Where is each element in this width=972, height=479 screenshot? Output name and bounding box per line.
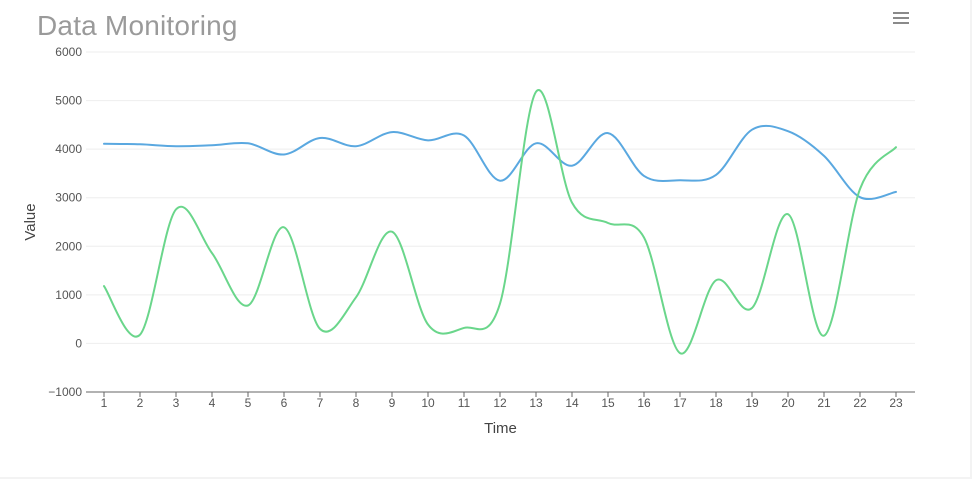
series-line-2	[103, 89, 897, 355]
y-tick-label: 2000	[55, 239, 82, 253]
x-tick-label: 18	[709, 396, 723, 410]
y-axis-ticks: −1000 0 1000 2000 3000 4000 5000 6000	[48, 45, 82, 399]
y-axis-title: Value	[22, 203, 39, 240]
x-tick-label: 8	[353, 396, 360, 410]
x-tick-label: 7	[317, 396, 324, 410]
y-tick-label: 4000	[55, 142, 82, 156]
x-tick-label: 22	[853, 396, 867, 410]
x-tick-label: 16	[637, 396, 651, 410]
x-tick-label: 23	[889, 396, 903, 410]
x-tick-label: 21	[817, 396, 831, 410]
y-tick-label: 1000	[55, 288, 82, 302]
grid-lines	[86, 51, 915, 393]
x-axis-title: Time	[484, 420, 517, 437]
x-tick-label: 5	[245, 396, 252, 410]
x-tick-label: 10	[421, 396, 435, 410]
x-tick-label: 12	[493, 396, 507, 410]
x-tick-label: 4	[209, 396, 216, 410]
x-tick-label: 11	[458, 396, 471, 410]
x-tick-label: 19	[745, 396, 759, 410]
y-tick-label: −1000	[48, 385, 82, 399]
x-axis-ticks: 1 2 3 4 5 6 7 8 9 10 11 12 13 14 15 16 17 18 19 20 21 22 23	[101, 392, 903, 410]
x-tick-label: 3	[173, 396, 180, 410]
series-lines	[103, 89, 897, 355]
chart-title: Data Monitoring	[37, 10, 238, 41]
x-tick-label: 14	[565, 396, 579, 410]
y-tick-label: 5000	[55, 94, 82, 108]
x-tick-label: 6	[281, 396, 288, 410]
x-tick-label: 20	[781, 396, 795, 410]
y-tick-label: 3000	[55, 191, 82, 205]
x-tick-label: 9	[389, 396, 396, 410]
x-tick-label: 15	[601, 396, 615, 410]
y-tick-label: 6000	[55, 45, 82, 59]
x-tick-label: 2	[137, 396, 144, 410]
hamburger-menu-icon[interactable]	[891, 10, 911, 26]
x-tick-label: 1	[101, 396, 108, 410]
x-tick-label: 13	[529, 396, 543, 410]
y-tick-label: 0	[75, 336, 82, 350]
series-line-1	[103, 124, 897, 201]
x-tick-label: 17	[673, 396, 687, 410]
